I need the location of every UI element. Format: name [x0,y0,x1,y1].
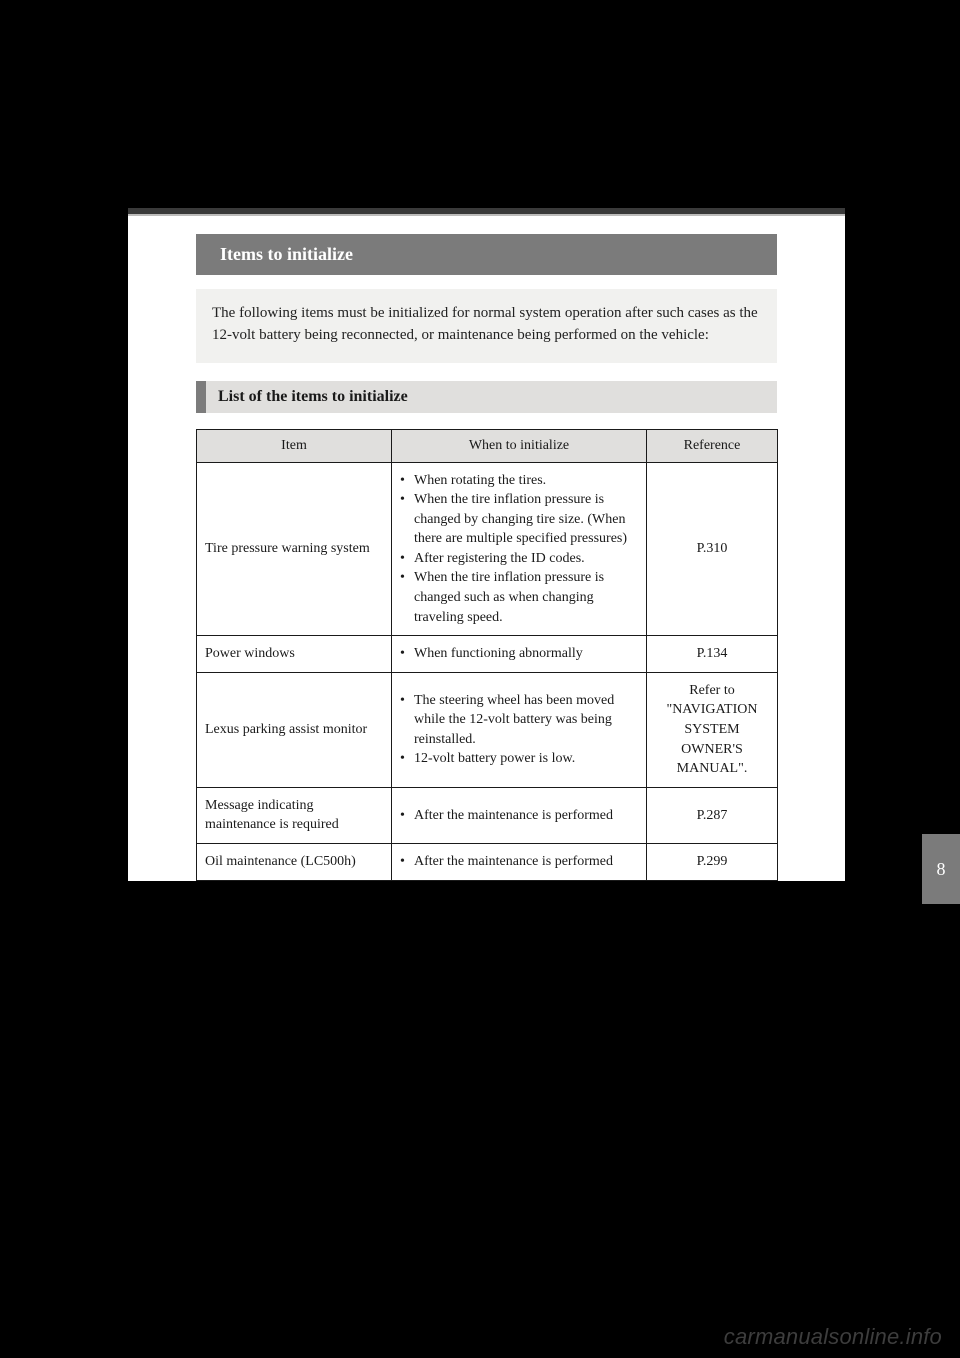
table-row: Message indicating maintenance is requir… [197,787,778,843]
table-header-row: Item When to initialize Reference [197,429,778,462]
top-rule-light [128,214,845,216]
when-bullet: After registering the ID codes. [400,549,638,569]
cell-reference: P.134 [647,636,778,673]
col-header-when: When to initialize [392,429,647,462]
intro-box: The following items must be initialized … [196,289,777,363]
col-header-item: Item [197,429,392,462]
when-bullet: After the maintenance is performed [400,806,638,826]
cell-when: The steering wheel has been moved while … [392,672,647,787]
table-row: Tire pressure warning systemWhen rotatin… [197,462,778,636]
when-bullet: When rotating the tires. [400,471,638,491]
cell-when: When functioning abnormally [392,636,647,673]
cell-when: After the maintenance is performed [392,844,647,881]
items-table-wrap: Item When to initialize Reference Tire p… [196,429,777,881]
subsection-bar: List of the items to initialize [196,381,777,413]
table-row: Oil maintenance (LC500h) After the mainte… [197,844,778,881]
cell-item: Lexus parking assist monitor [197,672,392,787]
cell-when: When rotating the tires.When the tire in… [392,462,647,636]
cell-item: Power windows [197,636,392,673]
cell-when: After the maintenance is performed [392,787,647,843]
when-bullet: After the maintenance is performed [400,852,638,872]
table-body: Tire pressure warning systemWhen rotatin… [197,462,778,880]
col-header-ref: Reference [647,429,778,462]
cell-reference: P.310 [647,462,778,636]
cell-reference: P.299 [647,844,778,881]
when-bullet: When the tire inflation pressure is chan… [400,568,638,627]
cell-item: Oil maintenance (LC500h) [197,844,392,881]
chapter-number: 8 [937,859,946,880]
when-bullet: 12-volt battery power is low. [400,749,638,769]
cell-reference: Refer to "NAVIGATION SYSTEM OWNER'S MANU… [647,672,778,787]
items-table: Item When to initialize Reference Tire p… [196,429,778,881]
section-title-text: Items to initialize [220,244,353,264]
watermark: carmanualsonline.info [724,1324,942,1350]
cell-reference: P.287 [647,787,778,843]
when-bullet: The steering wheel has been moved while … [400,691,638,750]
when-bullet: When functioning abnormally [400,644,638,664]
table-row: Lexus parking assist monitorThe steering… [197,672,778,787]
when-bullet: When the tire inflation pressure is chan… [400,490,638,549]
cell-item: Message indicating maintenance is requir… [197,787,392,843]
intro-text: The following items must be initialized … [212,305,758,343]
page-content: Items to initialize The following items … [128,208,845,881]
cell-item: Tire pressure warning system [197,462,392,636]
section-title-bar: Items to initialize [196,234,777,275]
subsection-title: List of the items to initialize [218,388,408,405]
table-row: Power windows When functioning abnormally… [197,636,778,673]
chapter-tab: 8 [922,834,960,904]
